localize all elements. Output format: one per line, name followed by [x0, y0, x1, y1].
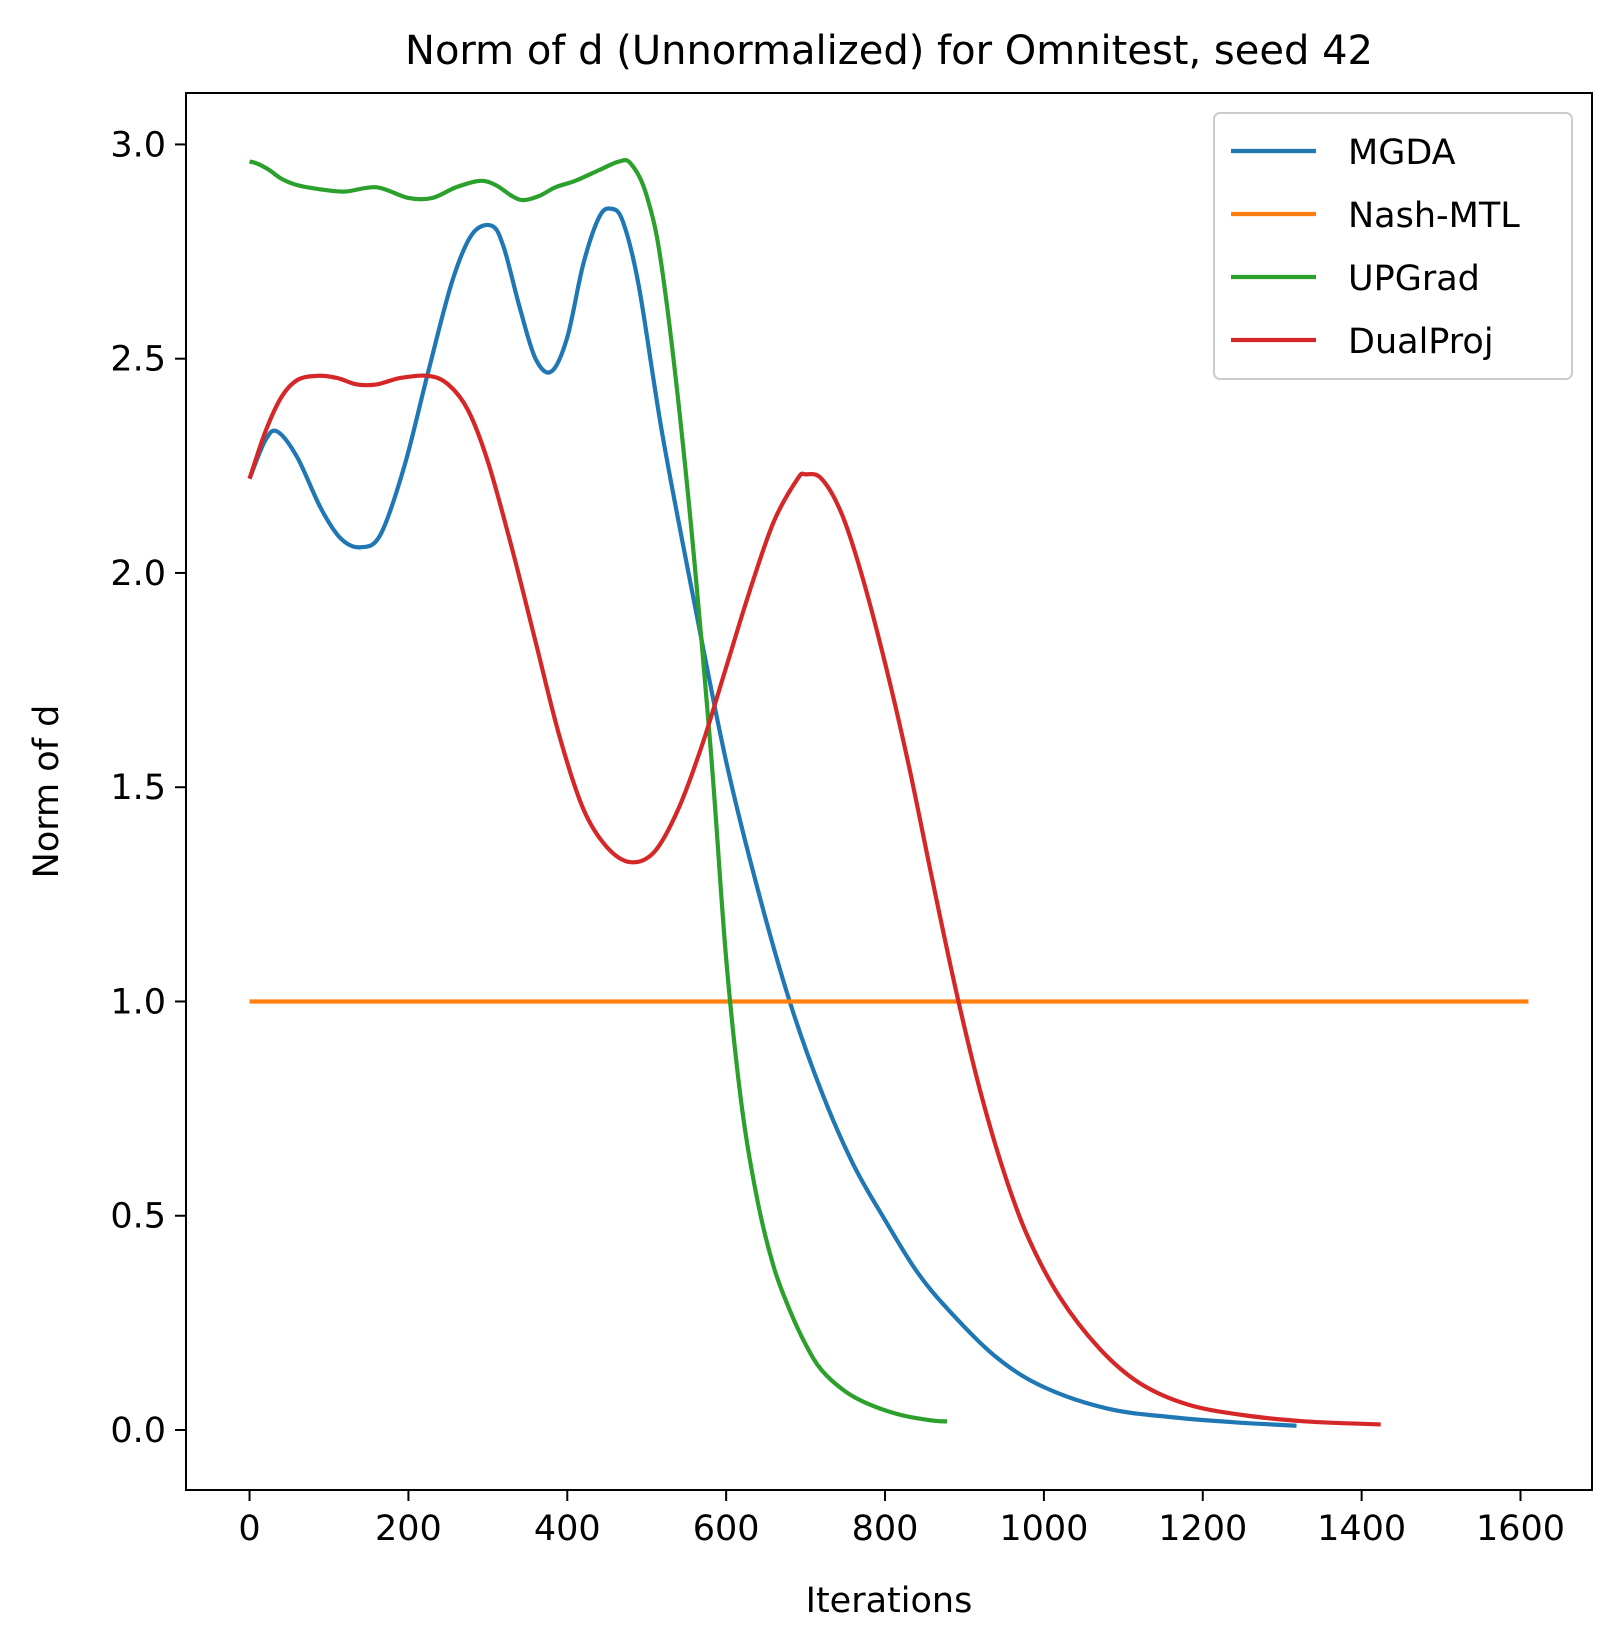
y-tick-label: 2.5 — [110, 340, 166, 380]
y-tick-label: 0.5 — [110, 1197, 166, 1237]
series-layer — [247, 158, 1529, 1428]
series-line-upgrad — [248, 158, 948, 1424]
y-axis-label: Norm of d — [27, 705, 67, 879]
series-line-mgda — [247, 206, 1297, 1428]
y-tick-label: 2.0 — [110, 554, 166, 594]
x-tick-label: 0 — [238, 1509, 260, 1549]
chart-title: Norm of d (Unnormalized) for Omnitest, s… — [405, 28, 1373, 74]
series-line-dualproj — [247, 373, 1381, 1427]
legend-label-upgrad: UPGrad — [1348, 259, 1480, 299]
legend: MGDA Nash-MTL UPGrad DualProj — [1213, 112, 1573, 380]
x-tick-label: 1600 — [1476, 1509, 1565, 1549]
x-tick-label: 1400 — [1317, 1509, 1406, 1549]
x-tick-label: 600 — [693, 1509, 760, 1549]
legend-label-dualproj: DualProj — [1348, 322, 1494, 362]
legend-frame — [1213, 112, 1573, 380]
x-tick-label: 1200 — [1158, 1509, 1247, 1549]
y-tick-label: 1.5 — [110, 768, 166, 808]
plot-frame — [185, 92, 1593, 1491]
ticks-layer: 0 200 400 600 800 1000 1200 1400 1600 0.0 0.5 1.0 1.… — [110, 125, 1565, 1549]
legend-label-nash-mtl: Nash-MTL — [1348, 196, 1520, 236]
y-tick-label: 3.0 — [110, 125, 166, 165]
x-axis-label: Iterations — [806, 1581, 973, 1621]
x-tick-label: 1000 — [999, 1509, 1088, 1549]
y-tick-label: 1.0 — [110, 982, 166, 1022]
x-tick-label: 800 — [852, 1509, 919, 1549]
legend-label-mgda: MGDA — [1348, 133, 1456, 173]
x-tick-label: 200 — [375, 1509, 442, 1549]
x-tick-label: 400 — [534, 1509, 601, 1549]
y-tick-label: 0.0 — [110, 1411, 166, 1451]
